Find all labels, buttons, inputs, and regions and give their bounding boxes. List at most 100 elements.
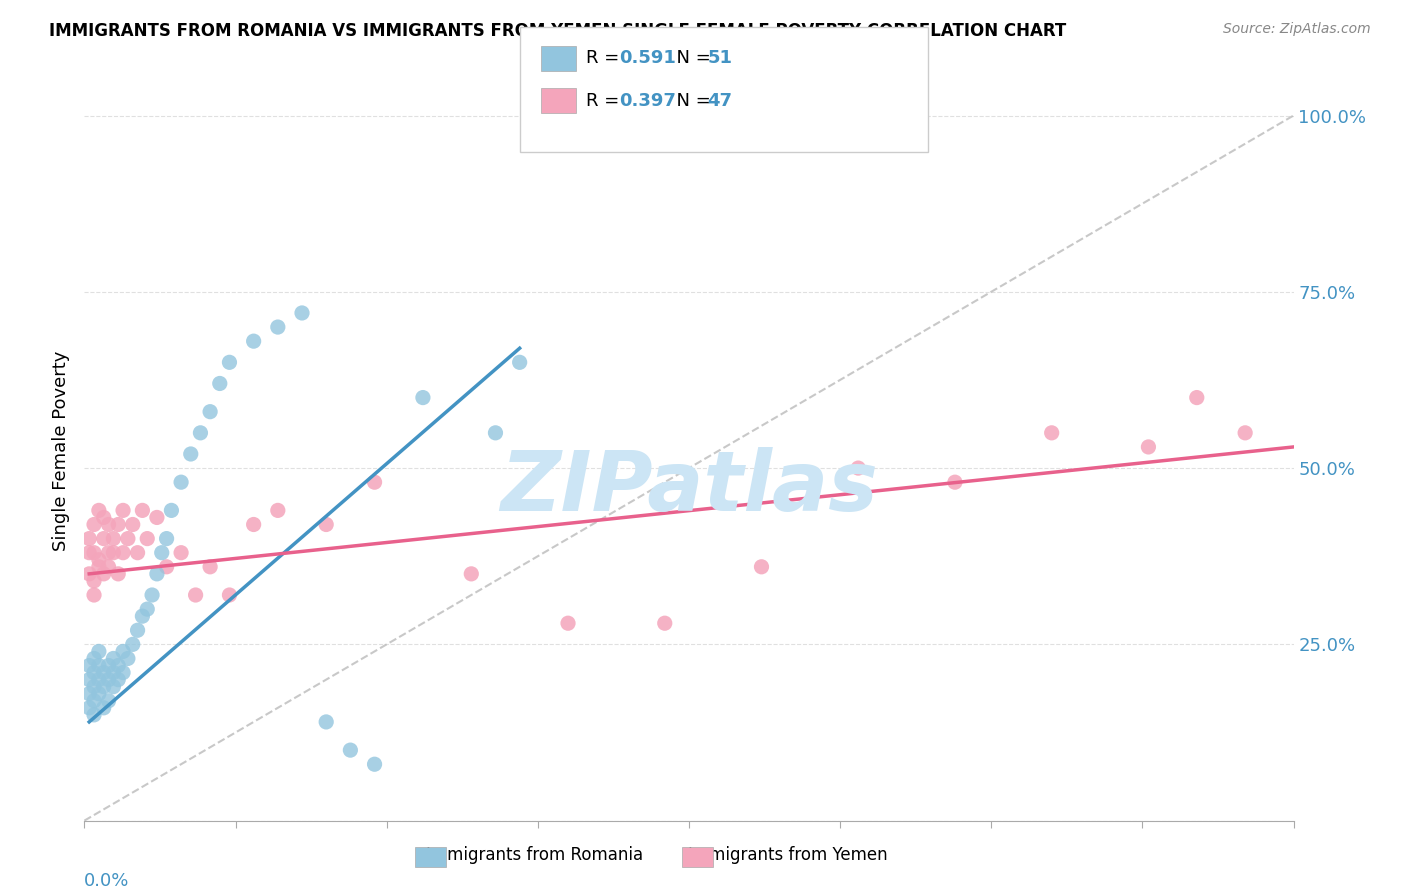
Point <box>509 355 531 369</box>
Point <box>141 588 163 602</box>
Text: N =: N = <box>665 49 717 67</box>
Point <box>155 559 177 574</box>
Text: 0.0%: 0.0% <box>84 872 129 890</box>
Point <box>121 637 143 651</box>
Point <box>117 651 139 665</box>
Point <box>83 665 105 680</box>
Point <box>198 405 221 419</box>
Point <box>77 546 100 560</box>
Text: IMMIGRANTS FROM ROMANIA VS IMMIGRANTS FROM YEMEN SINGLE FEMALE POVERTY CORRELATI: IMMIGRANTS FROM ROMANIA VS IMMIGRANTS FR… <box>49 22 1067 40</box>
Point <box>267 503 290 517</box>
Point <box>146 510 169 524</box>
Text: Immigrants from Romania: Immigrants from Romania <box>426 846 643 863</box>
Point <box>112 644 135 658</box>
Point <box>363 475 385 490</box>
Point <box>170 475 193 490</box>
Point <box>103 651 125 665</box>
Point <box>1040 425 1063 440</box>
Y-axis label: Single Female Poverty: Single Female Poverty <box>52 351 70 550</box>
Text: ZIPatlas: ZIPatlas <box>501 447 877 528</box>
Point <box>87 559 110 574</box>
Point <box>103 546 125 560</box>
Point <box>77 566 100 581</box>
Point <box>484 425 506 440</box>
Point <box>93 532 115 546</box>
Point <box>198 559 221 574</box>
Point <box>117 532 139 546</box>
Point <box>121 517 143 532</box>
Point <box>83 546 105 560</box>
Point <box>315 714 337 729</box>
Point <box>751 559 773 574</box>
Point <box>77 532 100 546</box>
Point <box>107 658 129 673</box>
Point <box>150 546 173 560</box>
Point <box>460 566 482 581</box>
Point <box>131 503 153 517</box>
Point <box>1185 391 1208 405</box>
Point <box>83 517 105 532</box>
Point <box>97 694 120 708</box>
Point <box>97 517 120 532</box>
Point <box>103 532 125 546</box>
Point <box>93 566 115 581</box>
Point <box>87 644 110 658</box>
Point <box>97 673 120 687</box>
Point <box>412 391 434 405</box>
Point <box>557 616 579 631</box>
Point <box>107 517 129 532</box>
Point <box>127 546 149 560</box>
Point <box>190 425 212 440</box>
Point <box>339 743 361 757</box>
Point <box>107 673 129 687</box>
Text: R =: R = <box>586 92 626 110</box>
Point <box>83 574 105 588</box>
Text: 0.397: 0.397 <box>619 92 675 110</box>
Point <box>83 680 105 694</box>
Point <box>83 707 105 722</box>
Point <box>180 447 202 461</box>
Point <box>1137 440 1160 454</box>
Point <box>136 602 159 616</box>
Point <box>242 334 264 348</box>
Point <box>112 665 135 680</box>
Point <box>112 546 135 560</box>
Point <box>146 566 169 581</box>
Point <box>93 701 115 715</box>
Point <box>112 503 135 517</box>
Point <box>103 665 125 680</box>
Point <box>83 694 105 708</box>
Point <box>77 673 100 687</box>
Point <box>127 624 149 638</box>
Point <box>208 376 231 391</box>
Point <box>218 588 240 602</box>
Point <box>87 673 110 687</box>
Point <box>291 306 314 320</box>
Point <box>242 517 264 532</box>
Point <box>93 680 115 694</box>
Point <box>77 658 100 673</box>
Point <box>103 680 125 694</box>
Point <box>83 588 105 602</box>
Point <box>218 355 240 369</box>
Text: Immigrants from Yemen: Immigrants from Yemen <box>688 846 887 863</box>
Point <box>87 687 110 701</box>
Text: R =: R = <box>586 49 626 67</box>
Point <box>160 503 183 517</box>
Point <box>131 609 153 624</box>
Text: Source: ZipAtlas.com: Source: ZipAtlas.com <box>1223 22 1371 37</box>
Point <box>136 532 159 546</box>
Point <box>846 461 869 475</box>
Point <box>93 665 115 680</box>
Point <box>363 757 385 772</box>
Text: 51: 51 <box>707 49 733 67</box>
Point <box>97 658 120 673</box>
Point <box>315 517 337 532</box>
Point <box>107 566 129 581</box>
Text: 0.591: 0.591 <box>619 49 675 67</box>
Point <box>1234 425 1257 440</box>
Point <box>93 510 115 524</box>
Point <box>77 701 100 715</box>
Point <box>87 553 110 567</box>
Point <box>170 546 193 560</box>
